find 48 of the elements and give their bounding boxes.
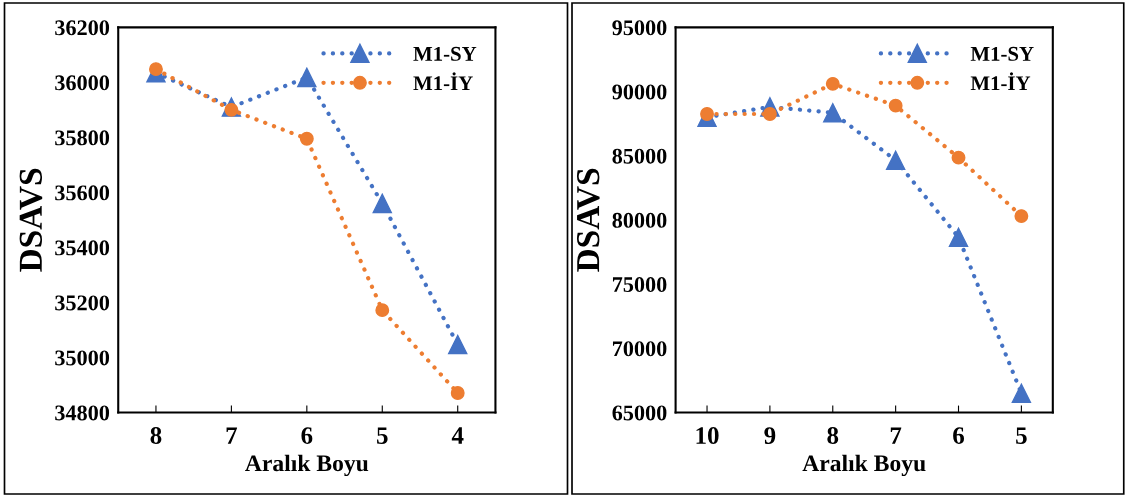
x-axis-title: Aralık Boyu (245, 454, 369, 477)
y-tick-label: 35200 (55, 295, 110, 311)
x-tick-label: 5 (377, 427, 388, 444)
y-tick-label: 75000 (612, 277, 667, 293)
point (888, 98, 903, 113)
point (885, 150, 906, 170)
y-tick-label: 35800 (55, 130, 110, 146)
point (299, 131, 314, 146)
point (372, 193, 392, 214)
x-tick-label: 6 (953, 427, 965, 444)
y-tick-label: 35600 (55, 185, 110, 201)
point (450, 386, 465, 400)
y-tick-label: 36000 (55, 75, 110, 91)
x-tick-label: 7 (226, 427, 238, 444)
y-tick-label: 35400 (55, 240, 110, 256)
x-tick-label: 9 (764, 427, 776, 444)
point (823, 102, 843, 123)
point (1014, 209, 1029, 224)
y-axis-title: DSAVS (19, 168, 43, 272)
legend-label: M1-SY (970, 46, 1034, 61)
legend-label: M1-SY (413, 46, 477, 61)
point (375, 303, 390, 318)
y-tick-label: 65000 (612, 405, 667, 421)
x-tick-label: 8 (150, 427, 162, 444)
y-tick-label: 95000 (612, 20, 667, 36)
y-tick-label: 85000 (612, 148, 667, 164)
legend-label: M1-İY (970, 72, 1031, 91)
legend-label: M1-İY (413, 72, 473, 91)
x-tick-label: 6 (301, 427, 313, 444)
point (951, 150, 966, 165)
x-tick-label: 7 (890, 427, 902, 444)
y-tick-label: 35000 (55, 350, 110, 366)
x-axis-title: Aralık Boyu (802, 454, 926, 477)
point (948, 227, 969, 247)
point (825, 76, 840, 91)
y-tick-label: 80000 (612, 212, 667, 228)
y-tick-label: 90000 (612, 84, 667, 100)
y-tick-label: 70000 (612, 341, 667, 357)
x-tick-label: 10 (696, 427, 719, 444)
x-tick-label: 8 (827, 427, 839, 444)
point (297, 67, 317, 88)
x-tick-label: 4 (451, 427, 464, 444)
y-tick-label: 36200 (55, 20, 110, 36)
y-axis-title: DSAVS (576, 168, 600, 272)
point (447, 334, 468, 355)
y-tick-label: 34800 (55, 405, 110, 421)
x-tick-label: 5 (1016, 427, 1027, 444)
point (1011, 383, 1032, 403)
